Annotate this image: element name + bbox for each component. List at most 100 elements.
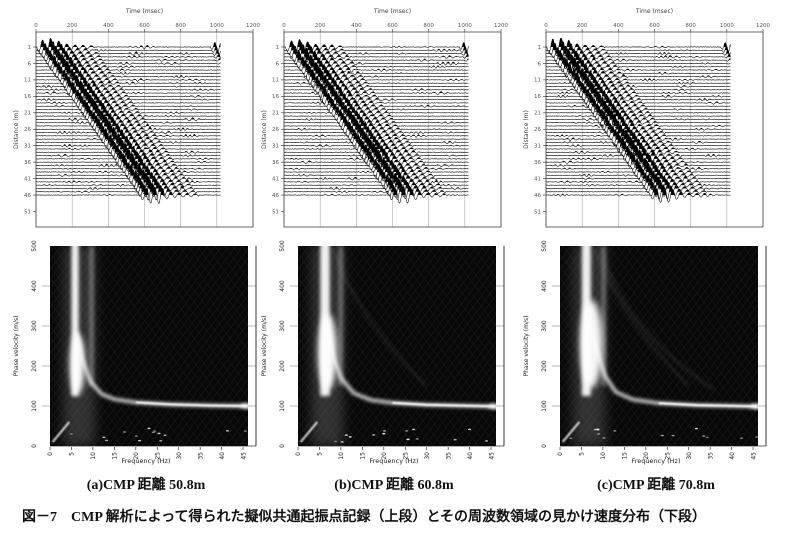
svg-text:600: 600 (387, 23, 398, 29)
svg-text:11: 11 (272, 78, 279, 84)
svg-text:36: 36 (272, 160, 279, 166)
svg-text:0: 0 (34, 23, 38, 29)
svg-text:36: 36 (24, 160, 31, 166)
svg-text:15: 15 (622, 452, 629, 460)
svg-text:Phase velocity (m/s): Phase velocity (m/s) (523, 316, 530, 377)
svg-text:45: 45 (240, 452, 247, 460)
svg-text:200: 200 (31, 360, 38, 372)
svg-text:26: 26 (24, 127, 31, 133)
svg-text:5: 5 (317, 452, 324, 456)
seismogram-panel-b: Time (msec) 0 200 400 600 800 1000 1200 1 6 11 16 21… (258, 2, 510, 234)
dispersion-image-b (298, 246, 496, 446)
svg-text:0: 0 (557, 452, 564, 456)
svg-text:40: 40 (729, 452, 736, 460)
svg-text:15: 15 (112, 452, 119, 460)
svg-text:0: 0 (31, 444, 38, 448)
svg-text:41: 41 (24, 176, 31, 182)
svg-text:16: 16 (534, 94, 541, 100)
svg-text:45: 45 (488, 452, 495, 460)
seismogram-svg-b: Time (msec)0 200 400 600 800 1000 120016111621… (261, 8, 508, 228)
svg-text:20: 20 (133, 452, 140, 460)
svg-text:45: 45 (750, 452, 757, 460)
svg-text:30: 30 (424, 452, 431, 460)
svg-text:Time (msec): Time (msec) (635, 8, 673, 15)
svg-text:300: 300 (279, 320, 286, 332)
svg-text:30: 30 (686, 452, 693, 460)
svg-text:200: 200 (279, 360, 286, 372)
svg-text:41: 41 (534, 176, 541, 182)
svg-text:1200: 1200 (246, 23, 260, 29)
svg-text:400: 400 (279, 280, 286, 292)
svg-text:Phase velocity (m/s): Phase velocity (m/s) (13, 316, 20, 377)
svg-text:46: 46 (24, 193, 31, 199)
svg-text:Frequency (Hz): Frequency (Hz) (121, 457, 170, 465)
svg-text:0: 0 (47, 452, 54, 456)
svg-text:1000: 1000 (720, 23, 734, 29)
seis-traces-wiggle-b (283, 39, 469, 204)
svg-text:35: 35 (707, 452, 714, 460)
seismogram-panel-a: Time (msec) 0 200 400 600 800 1000 1200 1 6 11 16 21… (10, 2, 262, 234)
svg-text:1000: 1000 (458, 23, 472, 29)
svg-text:16: 16 (272, 94, 279, 100)
svg-text:26: 26 (534, 127, 541, 133)
svg-text:400: 400 (31, 280, 38, 292)
svg-text:1000: 1000 (210, 23, 224, 29)
svg-text:200: 200 (541, 360, 548, 372)
svg-text:25: 25 (402, 452, 409, 460)
svg-text:20: 20 (643, 452, 650, 460)
svg-text:51: 51 (272, 209, 279, 215)
svg-text:400: 400 (541, 280, 548, 292)
svg-text:36: 36 (534, 160, 541, 166)
svg-text:31: 31 (24, 144, 31, 150)
dispersion-image-a (50, 246, 248, 446)
svg-text:21: 21 (534, 111, 541, 117)
panel-column-c: Time (msec) 0 200 400 600 800 1000 1200 1 6 11 16 21… (520, 2, 772, 494)
dispersion-svg-c: 0 100 200 300 400 500 Phase velocity (m/s) 0 5 10… (523, 240, 767, 465)
svg-text:Time (msec): Time (msec) (373, 8, 411, 15)
svg-text:1200: 1200 (756, 23, 770, 29)
seismogram-svg-c: Time (msec)0 200 400 600 800 1000 120016111621… (523, 8, 770, 228)
dispersion-svg-a: 0 100 200 300 400 500 Phase velocity (m/s) 0 5 10… (13, 240, 257, 465)
svg-text:400: 400 (613, 23, 624, 29)
svg-text:26: 26 (272, 127, 279, 133)
svg-text:21: 21 (24, 111, 31, 117)
svg-text:800: 800 (685, 23, 696, 29)
svg-text:11: 11 (24, 78, 31, 84)
figure-caption: 図－7 CMP 解析によって得られた擬似共通起振点記録（上段）とその周波数領域の… (22, 510, 707, 525)
svg-text:800: 800 (423, 23, 434, 29)
svg-text:1200: 1200 (494, 23, 508, 29)
seis-traces-wiggle-c (545, 37, 731, 203)
svg-text:40: 40 (219, 452, 226, 460)
svg-text:5: 5 (69, 452, 76, 456)
svg-text:0: 0 (279, 444, 286, 448)
panel-caption-b: (b)CMP 距離 60.8m (334, 478, 454, 493)
svg-text:500: 500 (541, 240, 548, 252)
svg-text:400: 400 (103, 23, 114, 29)
svg-text:16: 16 (24, 94, 31, 100)
svg-text:51: 51 (534, 209, 541, 215)
svg-text:1: 1 (538, 45, 542, 51)
svg-text:300: 300 (541, 320, 548, 332)
svg-text:31: 31 (534, 144, 541, 150)
dispersion-panel-b: 0 100 200 300 400 500 Phase velocity (m/s) 0 5 10… (258, 234, 510, 466)
svg-text:Frequency (Hz): Frequency (Hz) (631, 457, 680, 465)
svg-text:5: 5 (579, 452, 586, 456)
svg-text:600: 600 (649, 23, 660, 29)
svg-text:0: 0 (541, 444, 548, 448)
svg-text:300: 300 (31, 320, 38, 332)
svg-text:1: 1 (28, 45, 32, 51)
panel-caption-a: (a)CMP 距離 50.8m (86, 478, 206, 493)
svg-text:35: 35 (197, 452, 204, 460)
svg-text:30: 30 (176, 452, 183, 460)
svg-text:200: 200 (67, 23, 78, 29)
svg-text:Distance (m): Distance (m) (13, 110, 20, 149)
dispersion-svg-b: 0 100 200 300 400 500 Phase velocity (m/s) 0 5 10… (261, 240, 505, 465)
svg-text:31: 31 (272, 144, 279, 150)
svg-text:25: 25 (154, 452, 161, 460)
svg-text:Distance (m): Distance (m) (261, 110, 268, 149)
svg-text:Frequency (Hz): Frequency (Hz) (369, 457, 418, 465)
svg-text:0: 0 (544, 23, 548, 29)
svg-text:6: 6 (538, 61, 542, 67)
svg-text:600: 600 (139, 23, 150, 29)
svg-text:100: 100 (541, 400, 548, 412)
